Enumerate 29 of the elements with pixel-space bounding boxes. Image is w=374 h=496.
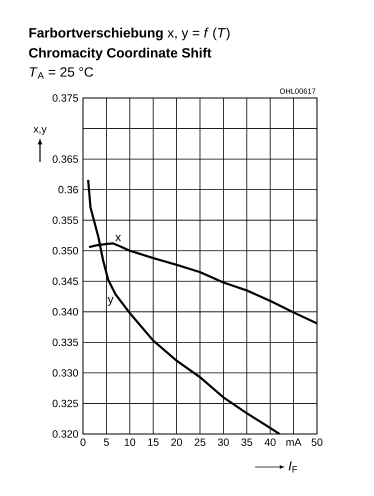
x-tick-label: 25	[194, 438, 206, 446]
y-tick-label: 0.36	[58, 186, 78, 194]
x-tick-label: 30	[218, 438, 229, 446]
y-tick-label: 0.340	[52, 308, 78, 316]
x-tick-label: 35	[241, 438, 252, 446]
text: T$_{A}$ = 25 °C	[30, 67, 94, 79]
x-tick-label: mA	[286, 438, 302, 446]
x-tick-label: 5	[104, 438, 109, 446]
x-tick-label: 40	[264, 438, 276, 446]
x-axis-title: I$_{F}$	[288, 461, 297, 473]
y-tick-label: 0.330	[52, 369, 78, 377]
series-label: y	[108, 296, 114, 306]
y-tick-label: 0.355	[52, 216, 78, 224]
x-tick-label: 10	[124, 438, 136, 446]
x-tick-label: 0	[80, 438, 86, 446]
y-tick-label: 0.345	[52, 278, 78, 285]
chart-subtitle: Chromacity Coordinate Shift	[29, 48, 212, 60]
y-tick-label: 0.350	[52, 247, 78, 254]
y-axis-title: x,y	[33, 127, 47, 135]
x-tick-label: 20	[171, 438, 182, 446]
y-tick-label: 0.320	[52, 430, 78, 438]
y-tick-label: 0.335	[52, 338, 78, 346]
y-tick-label: 0.325	[52, 400, 78, 408]
x-tick-label: 15	[148, 438, 159, 446]
series-label: x	[115, 234, 122, 242]
chart-title: Farbortverschiebung x, y = f (T)	[29, 28, 230, 40]
x-tick-label: 50	[312, 438, 322, 446]
y-tick-label: 0.375	[52, 94, 78, 102]
y-tick-label: 0.365	[52, 155, 78, 163]
